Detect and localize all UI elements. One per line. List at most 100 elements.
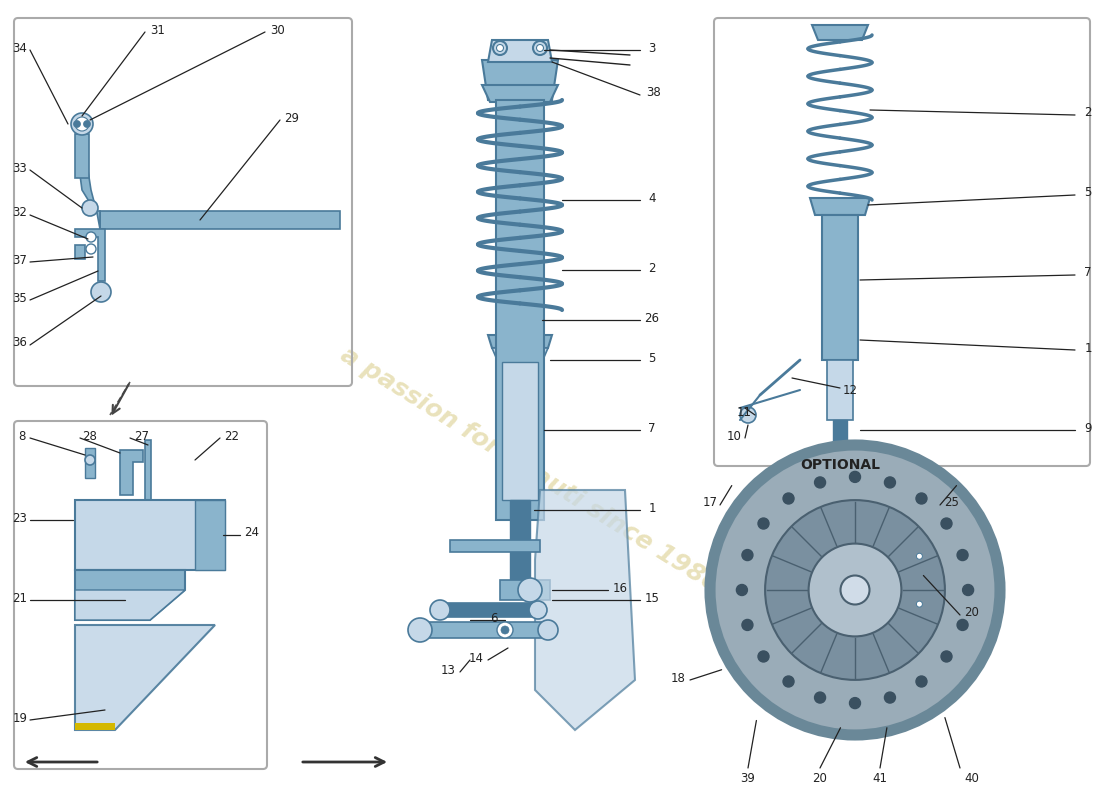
Circle shape	[537, 45, 543, 51]
Text: 30: 30	[271, 23, 285, 37]
Polygon shape	[450, 540, 540, 552]
Polygon shape	[75, 590, 185, 620]
Text: 25: 25	[945, 497, 959, 510]
Text: 41: 41	[872, 771, 888, 785]
Polygon shape	[822, 215, 858, 360]
Circle shape	[916, 554, 923, 559]
Text: 1: 1	[1085, 342, 1091, 354]
Text: 16: 16	[613, 582, 627, 594]
Polygon shape	[145, 440, 151, 510]
Circle shape	[493, 41, 507, 55]
Circle shape	[741, 550, 752, 561]
Circle shape	[408, 618, 432, 642]
Text: 21: 21	[12, 591, 28, 605]
Text: 2: 2	[1085, 106, 1091, 119]
Circle shape	[957, 619, 968, 630]
Text: 29: 29	[285, 111, 299, 125]
Text: 18: 18	[671, 671, 685, 685]
Circle shape	[500, 626, 509, 634]
Polygon shape	[502, 362, 538, 500]
Polygon shape	[75, 723, 116, 730]
Circle shape	[430, 600, 450, 620]
Text: 40: 40	[965, 771, 979, 785]
Text: 19: 19	[12, 711, 28, 725]
Text: 38: 38	[647, 86, 661, 99]
Polygon shape	[810, 198, 870, 215]
Polygon shape	[100, 211, 340, 229]
Polygon shape	[535, 490, 635, 730]
Circle shape	[957, 550, 968, 561]
Circle shape	[518, 578, 542, 602]
Circle shape	[534, 41, 547, 55]
Circle shape	[86, 232, 96, 242]
Polygon shape	[75, 500, 226, 570]
Polygon shape	[913, 604, 925, 618]
Circle shape	[808, 544, 901, 637]
Text: 23: 23	[12, 511, 28, 525]
Text: 22: 22	[224, 430, 240, 442]
Circle shape	[82, 200, 98, 216]
Polygon shape	[120, 450, 143, 495]
Polygon shape	[488, 335, 552, 348]
Circle shape	[75, 117, 89, 131]
Text: 4: 4	[648, 191, 656, 205]
Circle shape	[497, 622, 513, 638]
Circle shape	[815, 692, 826, 703]
Circle shape	[72, 113, 94, 135]
Polygon shape	[833, 420, 847, 460]
Circle shape	[740, 407, 756, 423]
Text: 31: 31	[151, 23, 165, 37]
Circle shape	[84, 121, 90, 127]
Text: 37: 37	[12, 254, 28, 266]
Text: 24: 24	[244, 526, 260, 539]
Circle shape	[849, 698, 860, 709]
Polygon shape	[420, 622, 550, 638]
Circle shape	[496, 45, 504, 51]
Text: 20: 20	[813, 771, 827, 785]
Circle shape	[758, 651, 769, 662]
Polygon shape	[510, 500, 530, 580]
Polygon shape	[75, 134, 89, 178]
Polygon shape	[85, 448, 95, 478]
Polygon shape	[75, 245, 85, 259]
Circle shape	[815, 477, 826, 488]
Polygon shape	[500, 580, 550, 600]
Polygon shape	[492, 348, 548, 362]
Text: a passion for beauti since 1980: a passion for beauti since 1980	[337, 342, 724, 598]
Circle shape	[85, 455, 95, 465]
Circle shape	[86, 244, 96, 254]
Polygon shape	[75, 229, 104, 281]
Polygon shape	[498, 308, 542, 335]
Circle shape	[916, 493, 927, 504]
Polygon shape	[482, 85, 558, 102]
Text: 34: 34	[12, 42, 28, 54]
Text: 20: 20	[965, 606, 979, 619]
Circle shape	[884, 692, 895, 703]
Text: 36: 36	[12, 337, 28, 350]
Text: 14: 14	[469, 651, 484, 665]
Text: 10: 10	[727, 430, 741, 442]
Circle shape	[884, 477, 895, 488]
Polygon shape	[824, 458, 856, 475]
Text: 8: 8	[19, 430, 25, 442]
Circle shape	[916, 601, 923, 607]
Circle shape	[916, 676, 927, 687]
Text: 5: 5	[648, 351, 656, 365]
Text: 32: 32	[12, 206, 28, 219]
Circle shape	[840, 575, 869, 605]
Circle shape	[766, 500, 945, 680]
Circle shape	[710, 445, 1000, 735]
Polygon shape	[812, 25, 868, 40]
Text: 12: 12	[843, 383, 858, 397]
Text: 7: 7	[648, 422, 656, 434]
Text: 33: 33	[12, 162, 28, 174]
Text: 17: 17	[703, 497, 717, 510]
Text: 6: 6	[491, 611, 497, 625]
Polygon shape	[75, 625, 214, 730]
Circle shape	[783, 493, 794, 504]
Circle shape	[741, 619, 752, 630]
Text: 35: 35	[12, 291, 28, 305]
Polygon shape	[75, 570, 185, 620]
Text: 11: 11	[737, 406, 751, 419]
Circle shape	[538, 620, 558, 640]
